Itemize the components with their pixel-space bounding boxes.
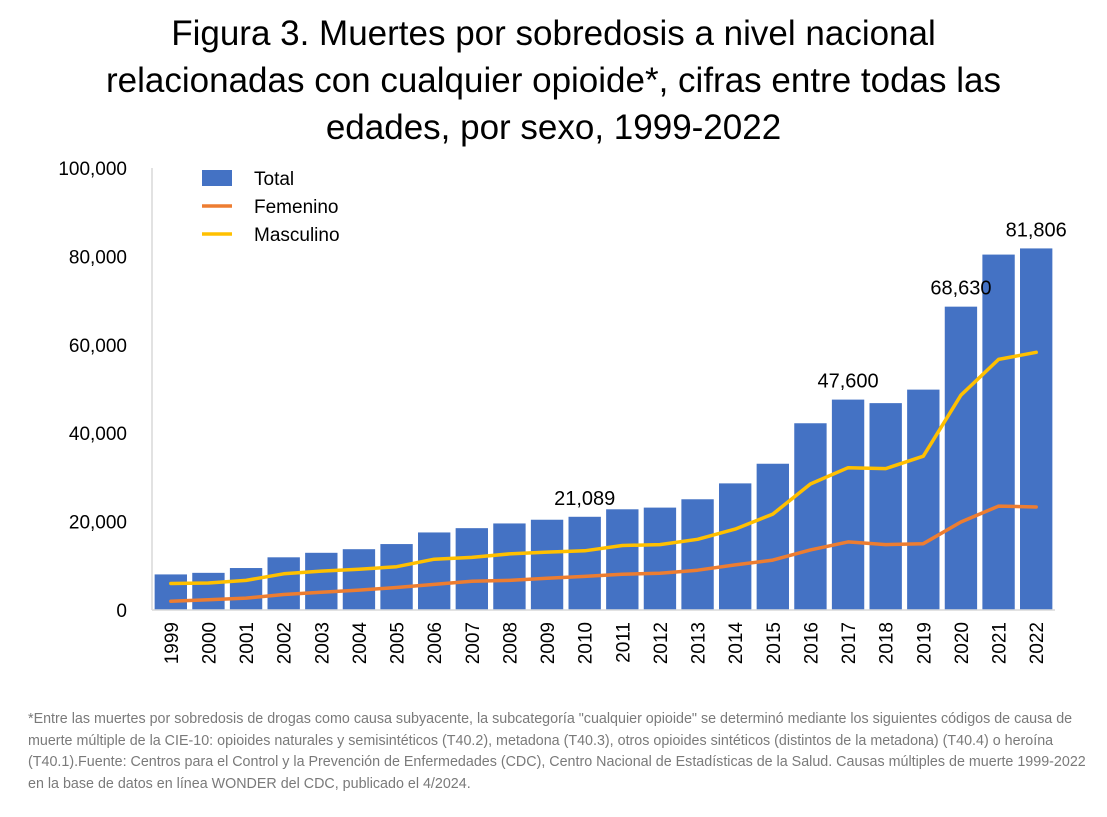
bar-2018 bbox=[869, 403, 902, 610]
y-tick-label: 40,000 bbox=[69, 424, 127, 445]
data-labels: 21,089 47,600 68,630 81,806 bbox=[554, 219, 1067, 509]
x-tick-label: 2014 bbox=[726, 622, 747, 665]
bar-2005 bbox=[380, 544, 413, 610]
footnote: *Entre las muertes por sobredosis de dro… bbox=[28, 711, 1086, 792]
title-line-2: relacionadas con cualquier opioide*, cif… bbox=[106, 61, 1001, 100]
x-tick-label: 2019 bbox=[914, 622, 935, 664]
x-tick-label: 2013 bbox=[689, 622, 710, 664]
bar-2001 bbox=[229, 568, 263, 610]
bar-2007 bbox=[455, 528, 488, 610]
bar-2002 bbox=[267, 557, 300, 610]
bar-2022 bbox=[1020, 248, 1053, 610]
y-tick-label: 20,000 bbox=[69, 513, 127, 534]
bar-2011 bbox=[606, 509, 639, 610]
bar-2003 bbox=[305, 552, 338, 610]
bar-2008 bbox=[493, 523, 526, 610]
x-tick-label: 2021 bbox=[990, 622, 1011, 664]
x-tick-label: 2016 bbox=[801, 622, 822, 664]
x-tick-label: 2006 bbox=[425, 622, 446, 664]
data-label-2010: 21,089 bbox=[554, 488, 615, 510]
bar-2015 bbox=[756, 463, 789, 610]
legend-swatch-total bbox=[202, 170, 232, 186]
y-tick-label: 0 bbox=[116, 601, 127, 622]
legend-label-total: Total bbox=[254, 169, 294, 190]
bar-2000 bbox=[192, 572, 225, 610]
x-tick-label: 2011 bbox=[613, 622, 634, 663]
bar-2017 bbox=[831, 399, 865, 610]
bar-2013 bbox=[681, 499, 714, 610]
legend-label-masculino: Masculino bbox=[254, 225, 340, 246]
x-tick-label: 2001 bbox=[237, 622, 258, 664]
data-label-2017: 47,600 bbox=[817, 371, 878, 393]
x-tick-label: 1999 bbox=[162, 622, 183, 664]
x-tick-label: 2020 bbox=[952, 622, 973, 664]
bar-2006 bbox=[418, 532, 451, 610]
bars-total bbox=[154, 248, 1053, 610]
x-tick-label: 2008 bbox=[500, 622, 521, 664]
line-femenino bbox=[169, 504, 1038, 603]
series-lines bbox=[169, 350, 1038, 603]
x-tick-label: 2012 bbox=[651, 622, 672, 664]
x-tick-label: 2015 bbox=[764, 622, 785, 664]
bar-2012 bbox=[643, 507, 677, 610]
y-tick-label: 100,000 bbox=[58, 159, 127, 180]
bar-2014 bbox=[719, 483, 752, 610]
x-tick-label: 2017 bbox=[839, 622, 860, 664]
x-tick-label: 2000 bbox=[199, 622, 220, 664]
data-label-2020: 68,630 bbox=[930, 278, 991, 300]
bar-2019 bbox=[907, 389, 940, 610]
title-line-3: edades, por sexo, 1999-2022 bbox=[325, 108, 782, 147]
x-tick-label: 2018 bbox=[877, 622, 898, 664]
y-tick-label: 80,000 bbox=[69, 247, 127, 268]
overdose-chart: 0 20,000 40,000 60,000 80,000 100,000 1999 200… bbox=[58, 159, 1067, 665]
y-tick-label: 60,000 bbox=[69, 336, 127, 357]
x-tick-label: 2009 bbox=[538, 622, 559, 664]
x-tick-label: 2010 bbox=[576, 622, 597, 664]
data-label-2022: 81,806 bbox=[1006, 219, 1067, 241]
x-tick-label: 2004 bbox=[350, 622, 371, 665]
legend: Total Femenino Masculino bbox=[202, 169, 340, 246]
title-line-1: Figura 3. Muertes por sobredosis a nivel… bbox=[171, 14, 936, 53]
bar-2016 bbox=[794, 423, 827, 610]
bar-2021 bbox=[982, 254, 1015, 610]
x-tick-label: 2007 bbox=[463, 622, 484, 664]
legend-label-femenino: Femenino bbox=[254, 197, 339, 218]
y-axis-ticks: 0 20,000 40,000 60,000 80,000 100,000 bbox=[58, 159, 127, 622]
x-tick-label: 2003 bbox=[312, 622, 333, 664]
chart-title: Figura 3. Muertes por sobredosis a nivel… bbox=[0, 10, 1107, 151]
bar-2020 bbox=[944, 306, 978, 610]
line-masculino bbox=[169, 350, 1038, 586]
bar-1999 bbox=[154, 574, 187, 610]
x-tick-label: 2022 bbox=[1027, 622, 1048, 664]
bar-2010 bbox=[568, 516, 601, 610]
x-tick-label: 2002 bbox=[275, 622, 296, 664]
axes bbox=[151, 168, 1055, 611]
x-tick-label: 2005 bbox=[388, 622, 409, 664]
bar-2009 bbox=[530, 519, 564, 610]
bar-2004 bbox=[342, 549, 376, 610]
x-axis-ticks: 1999 2000 2001 2002 2003 2004 2005 2006 2007 2008… bbox=[162, 622, 1048, 665]
